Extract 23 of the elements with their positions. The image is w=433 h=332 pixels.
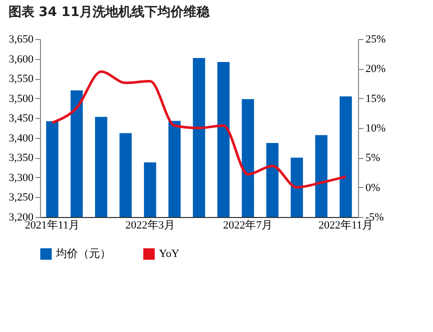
y-tick-label: 3,450 <box>8 112 34 125</box>
y2-tick-label: 5% <box>366 152 380 164</box>
y2-tick-label: 25% <box>366 34 386 46</box>
x-tick-label: 2022年3月 <box>125 220 175 232</box>
y2-tick-label: 0% <box>366 182 380 194</box>
y-tick-label: 3,600 <box>8 53 34 66</box>
y-tick-label: 3,500 <box>8 92 34 105</box>
y2-tick-label: 20% <box>366 63 386 76</box>
y2-tick-label: 10% <box>366 122 386 134</box>
y-tick-label: 3,350 <box>8 152 34 164</box>
chart-title: 图表 34 11月洗地机线下均价维稳 <box>8 4 210 20</box>
x-tick-label: 2021年11月 <box>24 220 80 232</box>
y-tick-label: 3,650 <box>8 34 34 46</box>
x-tick-label: 2022年11月 <box>318 220 374 232</box>
y-tick-label: 3,550 <box>8 73 34 86</box>
y-tick-label: 3,250 <box>8 192 34 204</box>
legend-label: YoY <box>159 248 180 260</box>
line-series <box>50 70 348 189</box>
y-tick-label: 3,300 <box>8 172 34 184</box>
y2-tick-label: 15% <box>366 92 386 105</box>
x-tick-label: 2022年7月 <box>223 220 273 232</box>
y-tick-label: 3,400 <box>8 132 34 144</box>
legend-label: 均价（元） <box>55 248 111 260</box>
